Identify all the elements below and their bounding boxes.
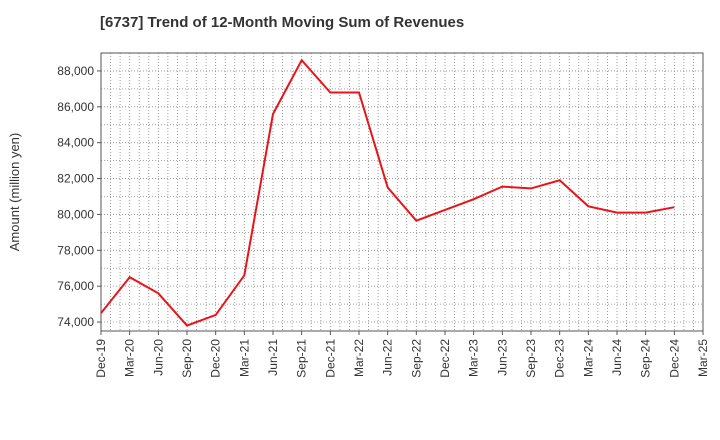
y-axis-label: Amount (million yen) — [7, 133, 22, 252]
y-tick-label: 84,000 — [57, 136, 94, 150]
x-tick-label: Sep-22 — [409, 339, 423, 378]
x-tick-label: Mar-23 — [467, 339, 481, 377]
x-axis-ticks: Dec-19 Mar-20 Jun-20 Sep-20 Dec-20 Mar-21 Jun-… — [94, 331, 710, 378]
x-tick-label: Mar-25 — [696, 339, 710, 377]
x-tick-label: Dec-21 — [323, 339, 337, 378]
x-tick-label: Dec-23 — [553, 339, 567, 378]
grid-layer — [101, 52, 703, 331]
x-tick-label: Mar-24 — [581, 339, 595, 377]
x-tick-label: Mar-22 — [352, 339, 366, 377]
y-tick-label: 76,000 — [57, 279, 94, 293]
x-tick-label: Jun-20 — [151, 339, 165, 376]
x-tick-label: Sep-20 — [180, 339, 194, 378]
x-tick-label: Dec-20 — [209, 339, 223, 378]
series-layer — [100, 58, 675, 327]
x-tick-label: Sep-24 — [639, 339, 653, 378]
chart-title: [6737] Trend of 12-Month Moving Sum of R… — [100, 14, 465, 31]
x-tick-label: Dec-22 — [438, 339, 452, 378]
y-tick-label: 80,000 — [57, 207, 94, 221]
revenue-series-line — [100, 58, 675, 327]
y-tick-label: 86,000 — [57, 100, 94, 114]
y-tick-label: 74,000 — [57, 315, 94, 329]
y-tick-label: 88,000 — [57, 64, 94, 78]
x-tick-label: Mar-20 — [123, 339, 137, 377]
x-tick-label: Dec-19 — [94, 339, 108, 378]
x-tick-label: Jun-22 — [381, 339, 395, 376]
x-tick-label: Mar-21 — [237, 339, 251, 377]
x-tick-label: Jun-24 — [610, 339, 624, 376]
plot-area-frame — [100, 52, 704, 332]
x-tick-label: Dec-24 — [667, 339, 681, 378]
y-axis-ticks: 74,000 76,000 78,000 80,000 82,000 84,000 86,0… — [57, 64, 101, 329]
y-tick-label: 78,000 — [57, 243, 94, 257]
x-tick-label: Sep-23 — [524, 339, 538, 378]
x-tick-label: Jun-21 — [266, 339, 280, 376]
x-tick-label: Jun-23 — [495, 339, 509, 376]
y-tick-label: 82,000 — [57, 172, 94, 186]
x-tick-label: Sep-21 — [295, 339, 309, 378]
